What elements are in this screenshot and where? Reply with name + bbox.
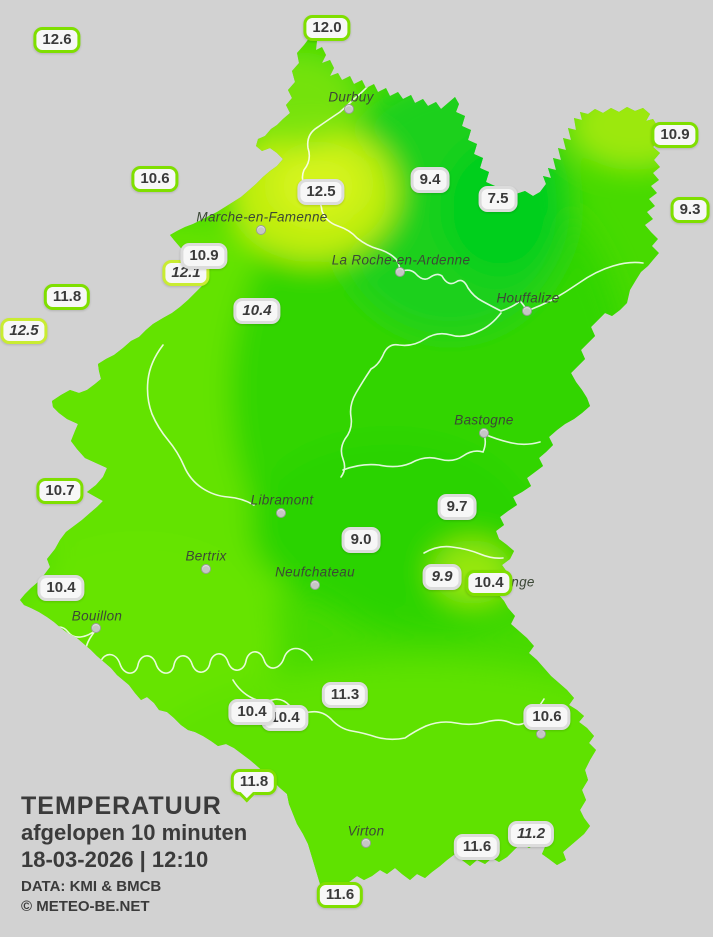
city-label: Bouillon <box>71 608 123 624</box>
temperature-badge: 10.4 <box>228 699 276 725</box>
city-dot <box>344 104 354 114</box>
city-dot <box>361 838 371 848</box>
city-dot <box>395 267 405 277</box>
page-subtitle: afgelopen 10 minuten <box>21 820 248 845</box>
city-dot <box>310 580 320 590</box>
city-dot <box>276 508 286 518</box>
title-block: TEMPERATUUR afgelopen 10 minuten 18-03-2… <box>21 793 247 916</box>
city-dot <box>256 225 266 235</box>
city-dot <box>479 428 489 438</box>
city-dot <box>91 623 101 633</box>
city-label: nge <box>511 574 535 590</box>
copyright-label: © METEO-BE.NET <box>21 898 150 915</box>
city-dot <box>536 729 546 739</box>
city-label: Marche-en-Famenne <box>196 209 328 225</box>
map-datetime: 18-03-2026 | 12:10 <box>21 847 209 872</box>
temperature-badge: 10.4 <box>233 298 281 324</box>
city-dot <box>201 564 211 574</box>
temperature-badge: 9.3 <box>670 197 710 223</box>
temperature-badge: 9.7 <box>437 494 477 520</box>
temperature-badge: 12.6 <box>33 27 81 53</box>
temperature-badge: 12.0 <box>303 15 351 41</box>
temperature-badge: 12.5 <box>0 318 48 344</box>
temperature-badge: 10.4 <box>37 575 85 601</box>
temperature-badge: 10.9 <box>180 243 228 269</box>
temperature-badge: 10.6 <box>131 166 179 192</box>
temperature-badge: 9.4 <box>410 167 450 193</box>
temperature-badge: 10.7 <box>36 478 84 504</box>
temperature-badge: 11.3 <box>321 682 369 708</box>
city-label: La Roche-en-Ardenne <box>331 252 471 268</box>
city-label: Virton <box>347 823 385 839</box>
temperature-badge: 11.2 <box>507 821 555 847</box>
city-label: Bastogne <box>454 412 514 428</box>
city-label: Durbuy <box>328 89 374 105</box>
city-label: Houffalize <box>496 290 560 306</box>
temperature-badge: 10.6 <box>523 704 571 730</box>
temperature-badge: 12.5 <box>297 179 345 205</box>
temperature-badge: 10.9 <box>651 122 699 148</box>
city-label: Neufchateau <box>275 564 355 580</box>
temperature-badge: 9.0 <box>341 527 381 553</box>
city-dot <box>522 306 532 316</box>
temperature-badge: 9.9 <box>422 564 462 590</box>
temperature-badge: 10.4 <box>465 570 513 596</box>
temperature-badge: 11.6 <box>453 834 501 860</box>
city-label: Bertrix <box>185 548 227 564</box>
temperature-badge: 11.8 <box>230 769 278 795</box>
data-source: DATA: KMI & BMCB <box>21 878 162 895</box>
city-label: Libramont <box>250 492 314 508</box>
temperature-badge: 11.8 <box>43 284 91 310</box>
temperature-badge: 11.6 <box>316 882 364 908</box>
page-title: TEMPERATUUR <box>21 792 222 820</box>
temperature-badge: 7.5 <box>478 186 518 212</box>
